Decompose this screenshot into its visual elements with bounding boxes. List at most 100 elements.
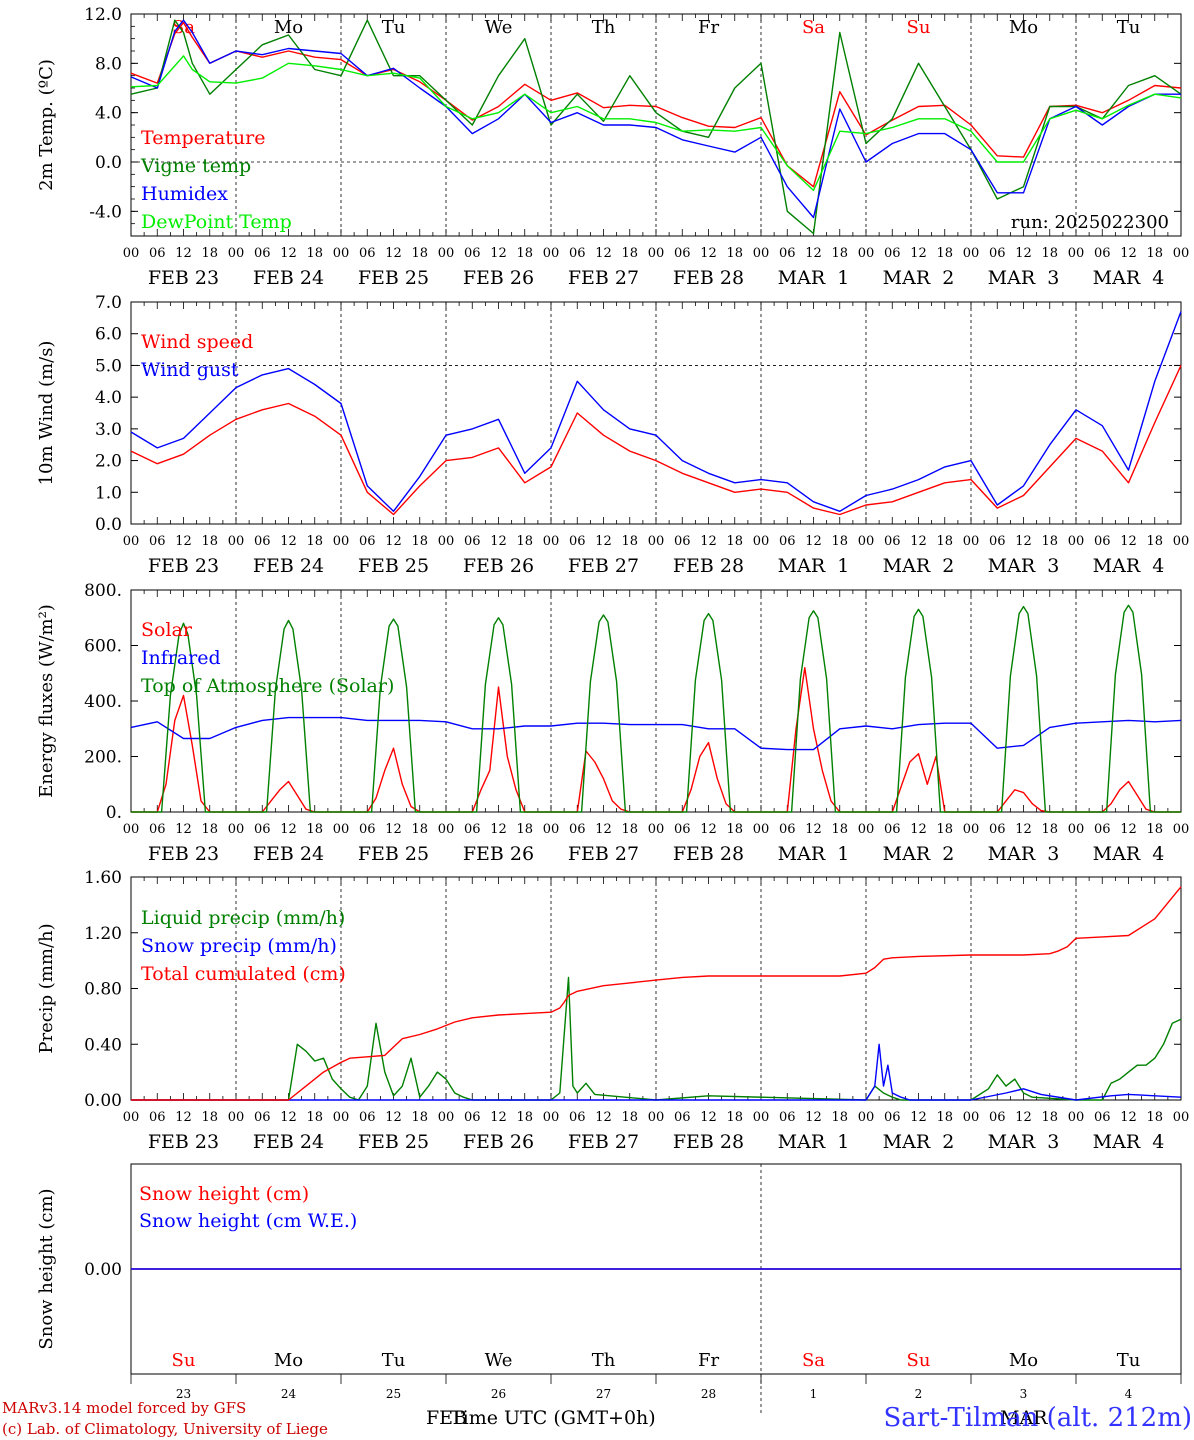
series-vigne-temp	[130, 19, 1182, 235]
y-tick-label: 800.	[84, 581, 122, 601]
weekday-label: Fr	[698, 17, 719, 38]
hour-tick-label: 06	[569, 246, 586, 261]
hour-tick-label: 18	[726, 822, 743, 837]
day-number-label: 1	[810, 1387, 818, 1401]
hour-tick-label: 12	[490, 1110, 507, 1125]
date-label: MAR 1	[778, 843, 850, 865]
legend-entry: Infrared	[141, 647, 221, 669]
date-label: FEB 23	[148, 843, 219, 865]
date-label: FEB 25	[358, 843, 429, 865]
legend-entry: Vigne temp	[140, 155, 251, 177]
date-label: MAR 1	[778, 1131, 850, 1153]
hour-tick-label: 00	[333, 822, 350, 837]
y-axis-label: Energy fluxes (W/m²)	[36, 604, 57, 798]
y-tick-label: 5.0	[95, 356, 122, 376]
weekday-label: Fr	[698, 1350, 719, 1371]
hour-tick-label: 06	[464, 534, 481, 549]
y-tick-label: 7.0	[95, 293, 122, 313]
hour-tick-label: 06	[254, 1110, 271, 1125]
hour-tick-label: 06	[989, 822, 1006, 837]
series-wind-gust	[130, 311, 1182, 512]
hour-tick-label: 00	[543, 822, 560, 837]
date-label: FEB 28	[673, 843, 744, 865]
hour-tick-label: 00	[438, 1110, 455, 1125]
hour-tick-label: 12	[595, 246, 612, 261]
hour-tick-label: 00	[753, 246, 770, 261]
hour-tick-label: 06	[884, 534, 901, 549]
hour-tick-label: 18	[306, 822, 323, 837]
hour-tick-label: 00	[858, 246, 875, 261]
day-number-label: 24	[281, 1387, 297, 1401]
hour-tick-label: 18	[831, 822, 848, 837]
hour-tick-label: 18	[516, 246, 533, 261]
hour-tick-label: 18	[726, 246, 743, 261]
hour-tick-label: 12	[700, 822, 717, 837]
hour-tick-label: 18	[831, 246, 848, 261]
y-tick-label: -4.0	[89, 202, 122, 222]
hour-tick-label: 18	[516, 1110, 533, 1125]
y-tick-label: 0.0	[95, 153, 122, 173]
weekday-label: Mo	[1009, 17, 1038, 38]
hour-tick-label: 12	[805, 822, 822, 837]
hour-tick-label: 00	[858, 822, 875, 837]
hour-tick-label: 12	[595, 534, 612, 549]
hour-tick-label: 12	[595, 822, 612, 837]
hour-tick-label: 00	[648, 822, 665, 837]
hour-tick-label: 12	[805, 246, 822, 261]
hour-tick-label: 00	[648, 1110, 665, 1125]
hour-tick-label: 00	[438, 822, 455, 837]
legend-entry: Snow height (cm)	[139, 1183, 309, 1205]
hour-tick-label: 06	[569, 822, 586, 837]
hour-tick-label: 06	[989, 246, 1006, 261]
hour-tick-label: 12	[805, 1110, 822, 1125]
date-label: FEB 24	[253, 843, 324, 865]
series-humidex	[130, 19, 1181, 219]
hour-tick-label: 00	[753, 822, 770, 837]
hour-tick-label: 00	[333, 534, 350, 549]
date-label: FEB 27	[568, 843, 639, 865]
hour-tick-label: 06	[989, 1110, 1006, 1125]
date-label: FEB 26	[463, 267, 534, 289]
y-tick-label: 1.60	[84, 868, 122, 888]
weekday-label: We	[485, 1350, 513, 1371]
date-label: FEB 23	[148, 555, 219, 577]
hour-tick-label: 06	[779, 246, 796, 261]
hour-tick-label: 00	[1173, 822, 1190, 837]
hour-tick-label: 18	[411, 246, 428, 261]
hour-tick-label: 12	[175, 246, 192, 261]
y-tick-label: 0.00	[84, 1091, 122, 1111]
y-tick-label: 0.40	[84, 1035, 122, 1055]
y-tick-label: 4.0	[95, 388, 122, 408]
hour-tick-label: 06	[779, 534, 796, 549]
hour-tick-label: 12	[385, 534, 402, 549]
legend-entry: Wind speed	[141, 331, 253, 353]
hour-tick-label: 18	[1146, 246, 1163, 261]
weekday-label: Mo	[1009, 1350, 1038, 1371]
hour-tick-label: 18	[621, 534, 638, 549]
date-label: FEB 26	[463, 843, 534, 865]
hour-tick-label: 18	[516, 534, 533, 549]
hour-tick-label: 00	[1068, 246, 1085, 261]
hour-tick-label: 06	[989, 534, 1006, 549]
hour-tick-label: 12	[280, 1110, 297, 1125]
hour-tick-label: 00	[753, 534, 770, 549]
weekday-label: Su	[907, 17, 931, 38]
day-number-label: 23	[176, 1387, 191, 1401]
weekday-label: Tu	[382, 1350, 406, 1371]
hour-tick-label: 18	[831, 534, 848, 549]
hour-tick-label: 12	[280, 822, 297, 837]
y-tick-label: 2.0	[95, 452, 122, 472]
hour-tick-label: 12	[1120, 822, 1137, 837]
date-label: FEB 24	[253, 1131, 324, 1153]
hour-tick-label: 18	[621, 822, 638, 837]
y-axis-label: Snow height (cm)	[36, 1188, 57, 1349]
weekday-label: Mo	[274, 17, 303, 38]
hour-tick-label: 12	[1015, 534, 1032, 549]
weekday-label: Sa	[802, 1350, 825, 1371]
y-tick-label: 1.0	[95, 483, 122, 503]
hour-tick-label: 06	[1094, 246, 1111, 261]
hour-tick-label: 00	[123, 1110, 140, 1125]
hour-tick-label: 06	[464, 246, 481, 261]
hour-tick-label: 18	[306, 1110, 323, 1125]
